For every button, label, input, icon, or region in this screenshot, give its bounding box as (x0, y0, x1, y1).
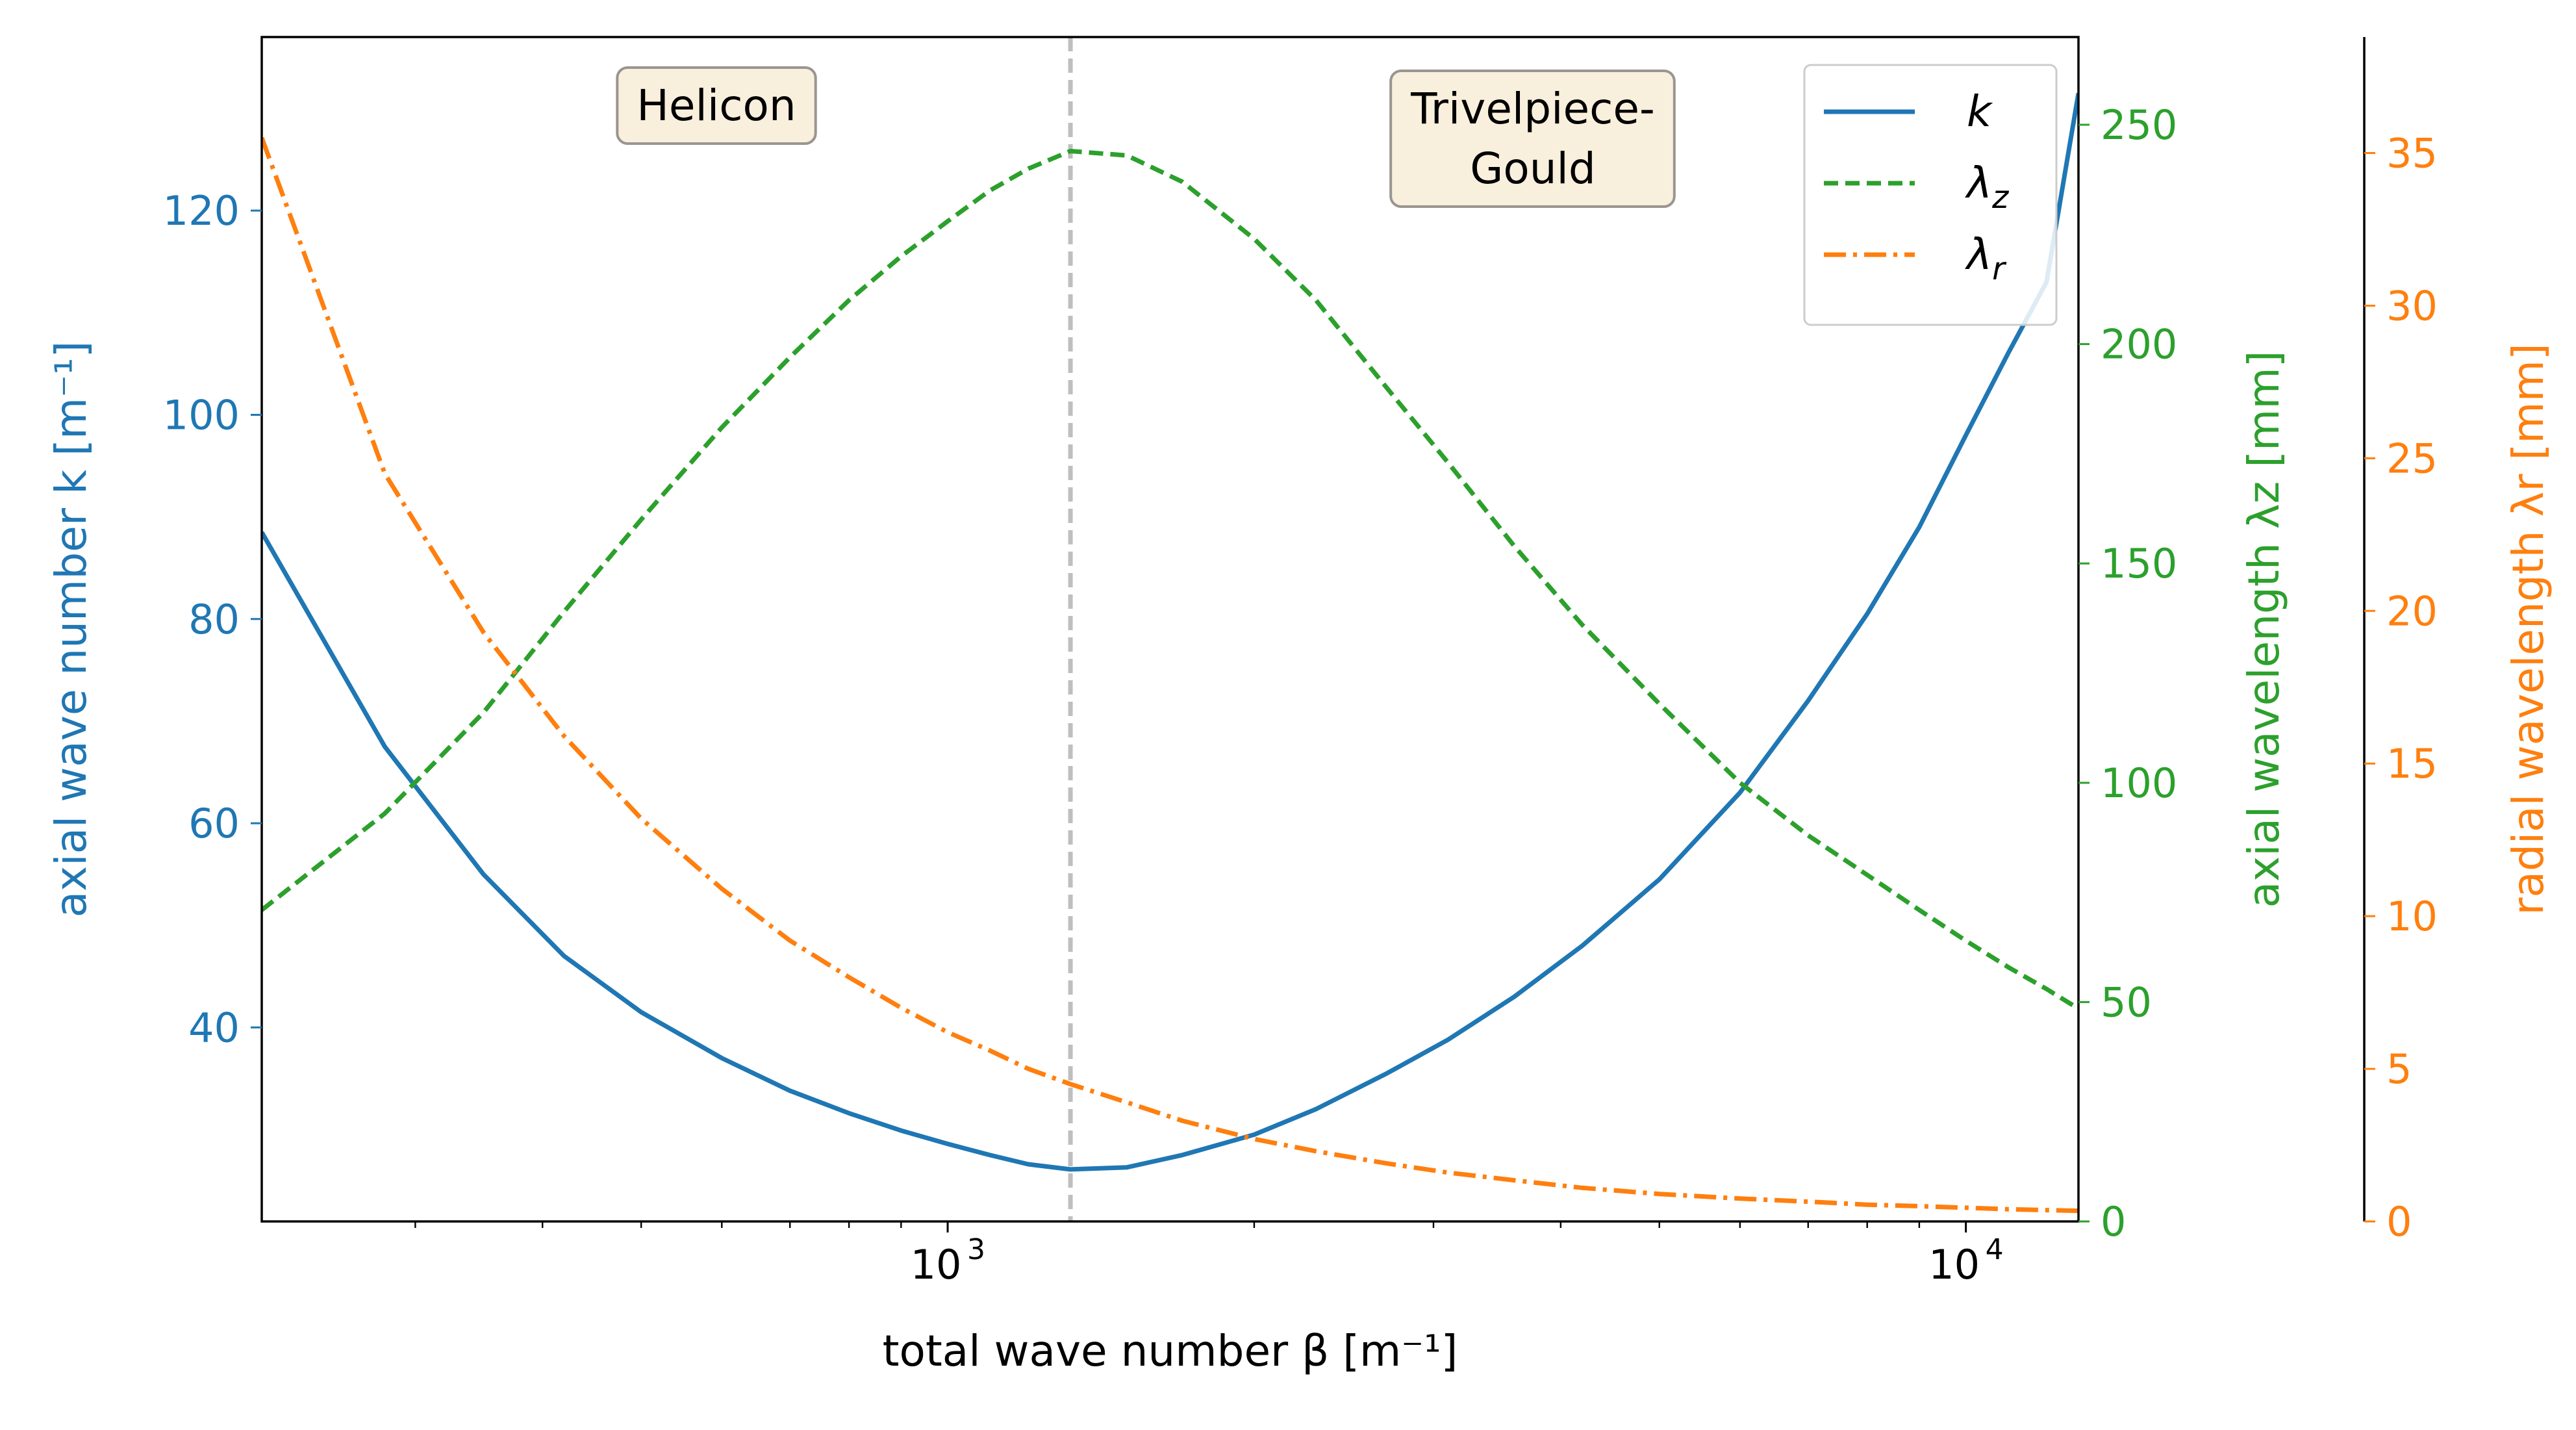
annotation-left: Helicon (616, 66, 817, 145)
plot-frame (260, 36, 2080, 1223)
x-axis-label: total wave number β [m⁻¹] (883, 1326, 1458, 1376)
series-line-k (262, 92, 2078, 1172)
series-line-lz (262, 149, 2078, 1011)
y-tick-label-k: 40 (188, 1004, 240, 1051)
legend-subscript: r (1992, 251, 2007, 287)
x-tick-exponent: 4 (1986, 1233, 2004, 1266)
axes (251, 36, 2375, 1232)
y-tick-label-k: 60 (188, 800, 240, 847)
y-tick-label-k: 100 (163, 391, 240, 439)
y-tick-label-lr: 5 (2386, 1045, 2412, 1093)
y-tick-label-lz: 50 (2101, 978, 2152, 1026)
y-tick-label-lr: 10 (2386, 893, 2438, 940)
y-tick-label-lz: 150 (2101, 540, 2177, 587)
y-axis-label-lr: radial wavelength λr [mm] (2503, 343, 2553, 915)
y-tick-label-lr: 25 (2386, 435, 2438, 482)
y-tick-label-lz: 200 (2101, 321, 2177, 368)
annotation-box (616, 66, 817, 145)
legend-label-k: k (1967, 86, 1993, 136)
y-tick-label-lr: 20 (2386, 587, 2438, 635)
y-tick-label-k: 120 (163, 187, 240, 235)
y-tick-label-lr: 35 (2386, 130, 2438, 177)
y-tick-label-lr: 15 (2386, 740, 2438, 787)
x-tick-label: 10 4 (1928, 1233, 2003, 1288)
y-tick-label-lz: 250 (2101, 101, 2177, 149)
annotation-line: Helicon (637, 81, 796, 131)
plot-area (262, 37, 2078, 1221)
annotation-text: Helicon (637, 81, 796, 131)
y-axis-label-k: axial wave number k [m⁻¹] (46, 341, 96, 918)
y-tick-label-lz: 100 (2101, 760, 2177, 807)
y-tick-label-k: 80 (188, 596, 240, 643)
legend-subscript: z (1991, 179, 2010, 216)
annotation-box (1389, 70, 1676, 208)
y-axis-label-lz: axial wavelength λz [mm] (2239, 351, 2289, 908)
annotation-line: Trivelpiece- (1410, 84, 1655, 134)
y-tick-label-lz: 0 (2101, 1198, 2126, 1245)
x-tick-exponent: 3 (967, 1233, 985, 1266)
annotation-text: Trivelpiece- Gould (1410, 84, 1655, 194)
y-tick-label-lr: 30 (2386, 282, 2438, 329)
series-line-lr (262, 136, 2078, 1214)
y-tick-label-lr: 0 (2386, 1198, 2412, 1245)
x-tick-label: 10 3 (911, 1233, 985, 1288)
annotation-line: Gould (1470, 144, 1596, 194)
legend-box (1803, 64, 2058, 326)
annotation-right: Trivelpiece- Gould (1389, 70, 1676, 208)
annotations: Helicon Trivelpiece- Gould (616, 66, 1676, 208)
